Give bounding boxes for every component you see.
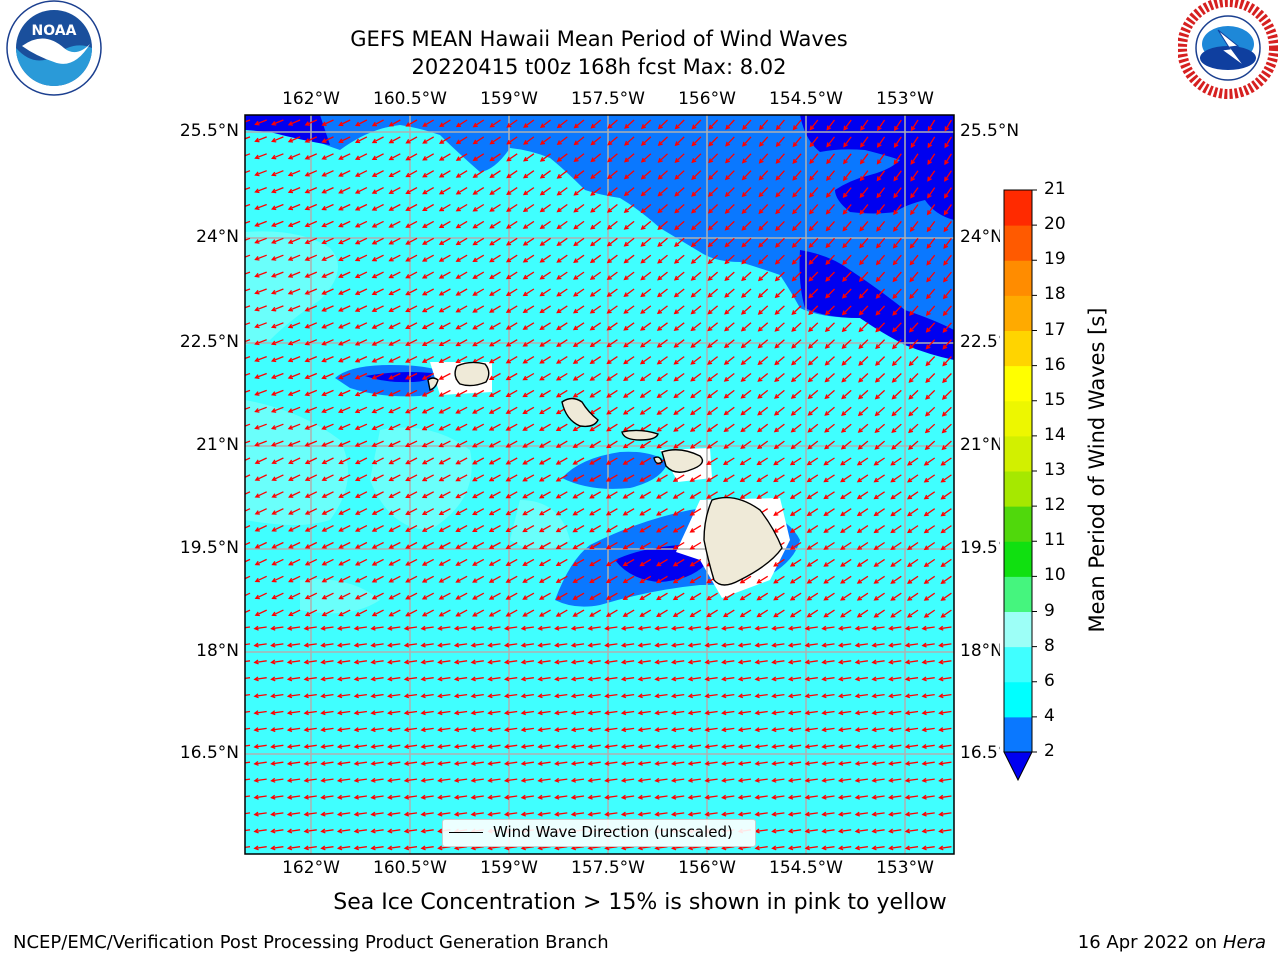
- colorbar-title: Mean Period of Wind Waves [s]: [1085, 307, 1109, 633]
- lat-tick-left: 18°N: [196, 641, 239, 661]
- colorbar-tick-label: 21: [1044, 179, 1066, 199]
- lon-tick-bottom: 159°W: [480, 858, 538, 878]
- colorbar-tick-label: 10: [1044, 565, 1066, 586]
- lon-tick-bottom: 162°W: [282, 858, 340, 878]
- graticule: [245, 115, 954, 854]
- colorbar-tick-label: 11: [1044, 530, 1066, 551]
- map-legend: Wind Wave Direction (unscaled): [442, 819, 756, 847]
- noaa-logo-text: NOAA: [32, 23, 77, 39]
- colorbar-tick-label: 15: [1044, 389, 1066, 410]
- lon-tick-top: 157.5°W: [571, 89, 645, 109]
- colorbar-tick-label: 2: [1044, 741, 1055, 761]
- lat-tick-left: 24°N: [196, 227, 239, 247]
- colorbar-tick-label: 19: [1044, 249, 1066, 270]
- lon-tick-top: 154.5°W: [769, 89, 843, 109]
- lon-tick-top: 153°W: [876, 89, 934, 109]
- island-kauai: [454, 361, 490, 387]
- colorbar-tick-label: 4: [1044, 705, 1055, 726]
- lat-tick-right: 25.5°N: [960, 121, 1020, 141]
- island-molokai: [621, 429, 659, 441]
- lon-tick-top: 159°W: [480, 89, 538, 109]
- nws-logo: [1178, 0, 1278, 100]
- island-hawaii: [703, 496, 783, 586]
- colorbar-tick-label: 18: [1044, 284, 1066, 305]
- island-lanai: [653, 456, 663, 465]
- island-niihau: [427, 377, 439, 391]
- noaa-logo-icon: NOAA: [6, 0, 102, 96]
- map-frame: [244, 114, 955, 855]
- noaa-logo: NOAA: [4, 0, 104, 100]
- lon-tick-top: 156°W: [678, 89, 736, 109]
- colorbar-background: [1000, 185, 1040, 785]
- wind-wave-arrows: [245, 119, 952, 851]
- lat-tick-left: 19.5°N: [179, 538, 239, 558]
- lat-tick-right: 21°N: [960, 435, 1003, 455]
- colorbar-tick-label: 17: [1044, 319, 1066, 340]
- lat-tick-left: 22.5°N: [179, 332, 239, 352]
- colorbar-tick-label: 20: [1044, 214, 1066, 235]
- colorbar-tick-label: 12: [1044, 495, 1066, 516]
- lon-tick-bottom: 160.5°W: [373, 858, 447, 878]
- plot-subtitle: 20220415 t00z 168h fcst Max: 8.02: [411, 55, 787, 79]
- colorbar-tick-label: 9: [1044, 600, 1055, 621]
- lon-tick-bottom: 157.5°W: [571, 858, 645, 878]
- islands: [427, 361, 783, 586]
- lon-tick-bottom: 156°W: [678, 858, 736, 878]
- lon-tick-top: 162°W: [282, 89, 340, 109]
- wave-field-8to9: [245, 231, 570, 614]
- lat-tick-left: 25.5°N: [179, 121, 239, 141]
- lat-tick-right: 18°N: [960, 641, 1003, 661]
- sea-ice-note: Sea Ice Concentration > 15% is shown in …: [333, 890, 947, 915]
- island-oahu: [561, 397, 599, 428]
- colorbar-tick-label: 13: [1044, 460, 1066, 480]
- plot-title: GEFS MEAN Hawaii Mean Period of Wind Wav…: [350, 27, 848, 51]
- colorbar-tick-label: 16: [1044, 354, 1066, 375]
- colorbar-tick-label: 8: [1044, 635, 1055, 656]
- credit-text: NCEP/EMC/Verification Post Processing Pr…: [13, 932, 609, 953]
- island-maui: [661, 449, 704, 473]
- machine-name: Hera: [1222, 932, 1266, 953]
- lon-tick-top: 160.5°W: [373, 89, 447, 109]
- lat-tick-left: 16.5°N: [179, 743, 239, 763]
- colorbar-tick-label: 14: [1044, 424, 1066, 445]
- lon-tick-bottom: 153°W: [876, 858, 934, 878]
- nws-logo-icon: [1178, 0, 1278, 99]
- legend-label: Wind Wave Direction (unscaled): [493, 823, 733, 841]
- colorbar-tick-label: 6: [1044, 670, 1055, 691]
- date-stamp: 16 Apr 2022 on Hera: [1078, 932, 1266, 953]
- lon-tick-bottom: 154.5°W: [769, 858, 843, 878]
- legend-line-swatch: [449, 832, 483, 833]
- lat-tick-left: 21°N: [196, 435, 239, 455]
- lat-tick-right: 24°N: [960, 227, 1003, 247]
- date-text: 16 Apr 2022 on: [1077, 932, 1223, 953]
